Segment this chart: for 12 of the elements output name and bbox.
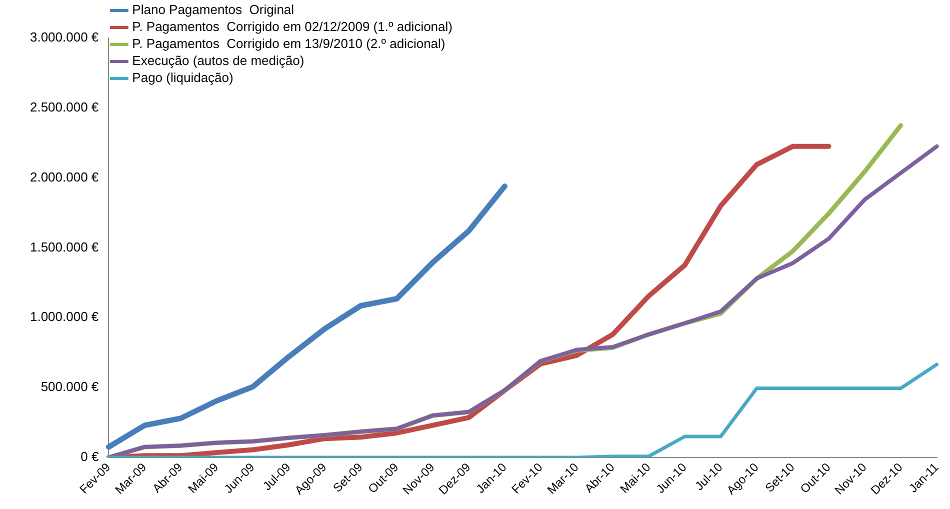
y-tick-label: 2.500.000 € <box>30 99 100 114</box>
y-tick-label: 3.000.000 € <box>30 30 100 45</box>
y-tick-label: 1.500.000 € <box>30 239 100 254</box>
y-tick-label: 2.000.000 € <box>30 169 100 184</box>
legend-label: P. Pagamentos Corrigido em 02/12/2009 (1.º adicional) <box>132 19 452 34</box>
y-tick-label: 1.000.000 € <box>30 309 100 324</box>
legend-label: P. Pagamentos Corrigido em 13/9/2010 (2.º adicional) <box>132 36 446 52</box>
legend-label: Execução (autos de medição) <box>132 53 304 68</box>
y-tick-label: 500.000 € <box>40 379 100 394</box>
legend-label: Pago (liquidação) <box>132 70 234 86</box>
legend-label: Plano Pagamentos Original <box>132 2 294 18</box>
y-tick-label: 0 € <box>80 449 100 464</box>
